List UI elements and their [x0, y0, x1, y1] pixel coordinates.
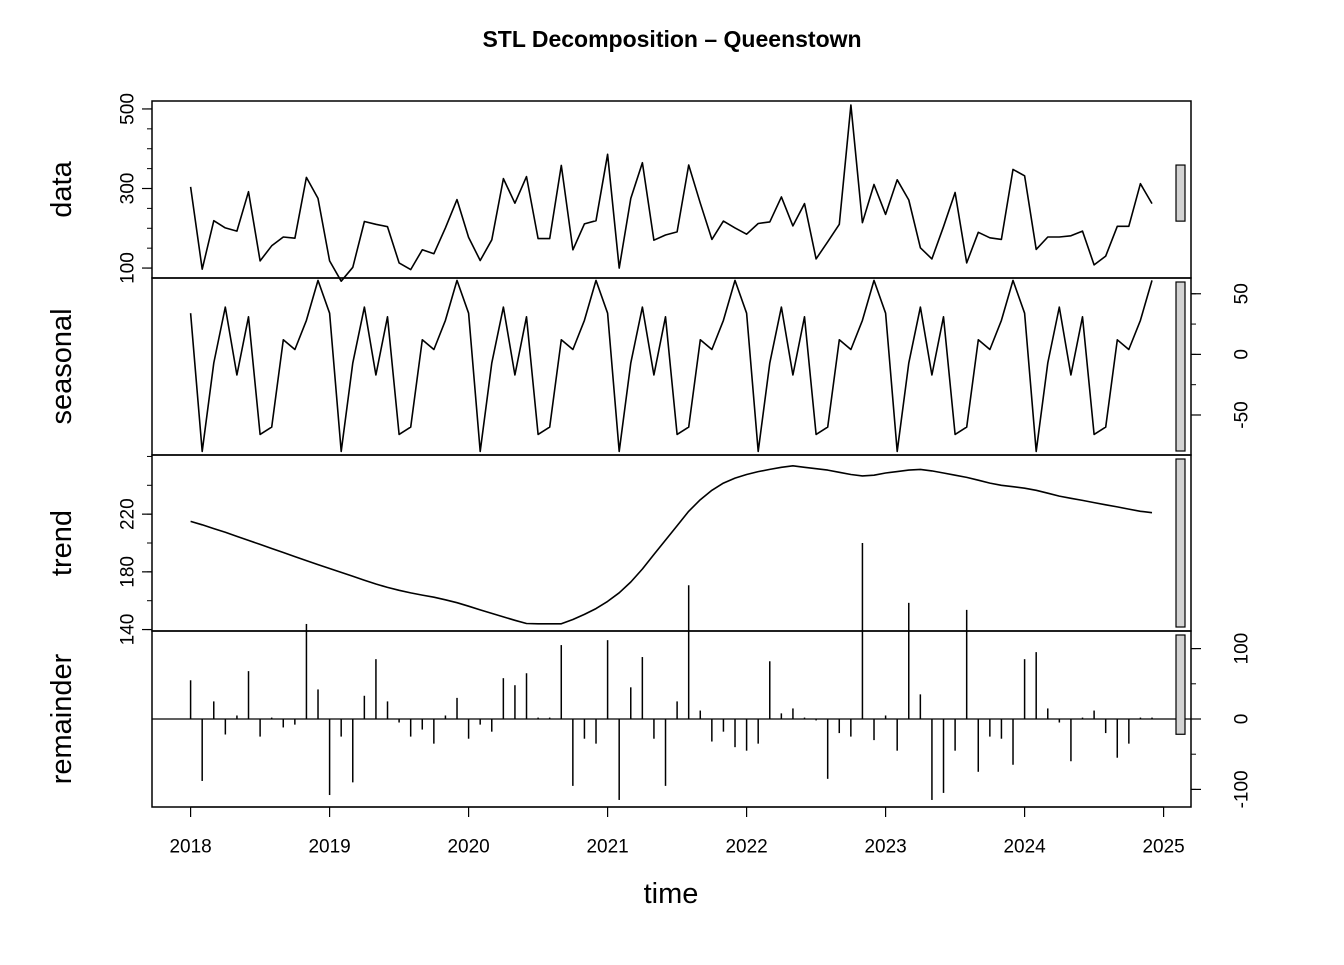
x-tick-label: 2020 [447, 837, 489, 858]
x-tick-label: 2023 [864, 837, 906, 858]
y-tick-label-trend: 220 [118, 498, 139, 530]
y-tick-label-remainder: -100 [1232, 770, 1253, 808]
x-tick-label: 2019 [308, 837, 350, 858]
range-bar-trend [1175, 458, 1186, 628]
y-tick-label-remainder: 100 [1232, 633, 1253, 665]
y-tick-label-trend: 140 [118, 614, 139, 646]
y-tick-label-data: 100 [118, 252, 139, 284]
panel-frame-trend [151, 454, 1192, 632]
y-tick-label-seasonal: 50 [1232, 283, 1253, 304]
panel-label-remainder: remainder [46, 653, 78, 784]
x-axis-label: time [644, 878, 699, 910]
x-tick-label: 2021 [586, 837, 628, 858]
x-tick-label: 2022 [725, 837, 767, 858]
series-line-seasonal [189, 279, 1153, 453]
y-tick-label-seasonal: -50 [1232, 401, 1253, 428]
y-tick-label-data: 500 [118, 93, 139, 125]
series-line-data [189, 104, 1153, 283]
panel-frame-seasonal [151, 277, 1192, 456]
panel-frame-data [151, 100, 1192, 279]
y-tick-label-remainder: 0 [1232, 714, 1253, 725]
series-line-trend [190, 464, 1153, 625]
panel-label-trend: trend [46, 510, 78, 576]
y-tick-label-seasonal: 0 [1232, 349, 1253, 360]
x-tick-label: 2018 [169, 837, 211, 858]
range-bar-seasonal [1175, 281, 1186, 452]
x-tick-label: 2024 [1003, 837, 1046, 858]
chart-title: STL Decomposition – Queenstown [482, 26, 862, 52]
x-tick-label: 2025 [1142, 837, 1184, 858]
y-tick-label-trend: 180 [118, 556, 139, 588]
range-bar-remainder [1175, 634, 1186, 735]
panel-label-data: data [46, 160, 78, 217]
range-bar-data [1175, 164, 1186, 222]
y-tick-label-data: 300 [118, 173, 139, 205]
panel-label-seasonal: seasonal [46, 308, 78, 424]
